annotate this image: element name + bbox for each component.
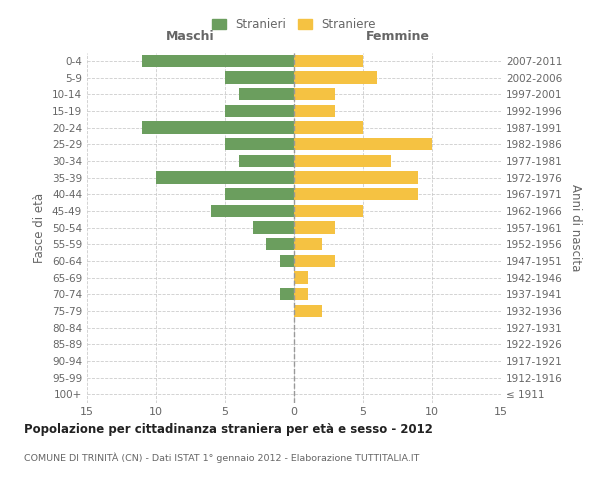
Text: Femmine: Femmine xyxy=(365,30,430,43)
Bar xyxy=(294,154,391,167)
Y-axis label: Anni di nascita: Anni di nascita xyxy=(569,184,582,271)
Bar xyxy=(294,271,308,284)
Bar xyxy=(294,238,322,250)
Bar xyxy=(225,188,294,200)
Bar xyxy=(280,254,294,267)
Bar xyxy=(156,172,294,184)
Bar xyxy=(253,221,294,234)
Bar xyxy=(211,204,294,217)
Bar xyxy=(239,88,294,101)
Bar xyxy=(280,288,294,300)
Bar xyxy=(294,54,363,67)
Bar xyxy=(266,238,294,250)
Bar xyxy=(294,88,335,101)
Bar xyxy=(294,288,308,300)
Text: Popolazione per cittadinanza straniera per età e sesso - 2012: Popolazione per cittadinanza straniera p… xyxy=(24,422,433,436)
Bar xyxy=(294,304,322,317)
Bar xyxy=(294,254,335,267)
Bar xyxy=(294,104,335,117)
Y-axis label: Fasce di età: Fasce di età xyxy=(34,192,46,262)
Bar xyxy=(294,188,418,200)
Bar xyxy=(225,104,294,117)
Bar xyxy=(239,154,294,167)
Bar xyxy=(294,72,377,84)
Legend: Stranieri, Straniere: Stranieri, Straniere xyxy=(207,14,381,36)
Bar xyxy=(294,122,363,134)
Bar xyxy=(294,204,363,217)
Bar xyxy=(294,172,418,184)
Bar xyxy=(294,221,335,234)
Bar xyxy=(142,54,294,67)
Bar xyxy=(294,138,432,150)
Bar xyxy=(142,122,294,134)
Bar xyxy=(225,138,294,150)
Text: Maschi: Maschi xyxy=(166,30,215,43)
Text: COMUNE DI TRINITÀ (CN) - Dati ISTAT 1° gennaio 2012 - Elaborazione TUTTITALIA.IT: COMUNE DI TRINITÀ (CN) - Dati ISTAT 1° g… xyxy=(24,452,419,463)
Bar xyxy=(225,72,294,84)
